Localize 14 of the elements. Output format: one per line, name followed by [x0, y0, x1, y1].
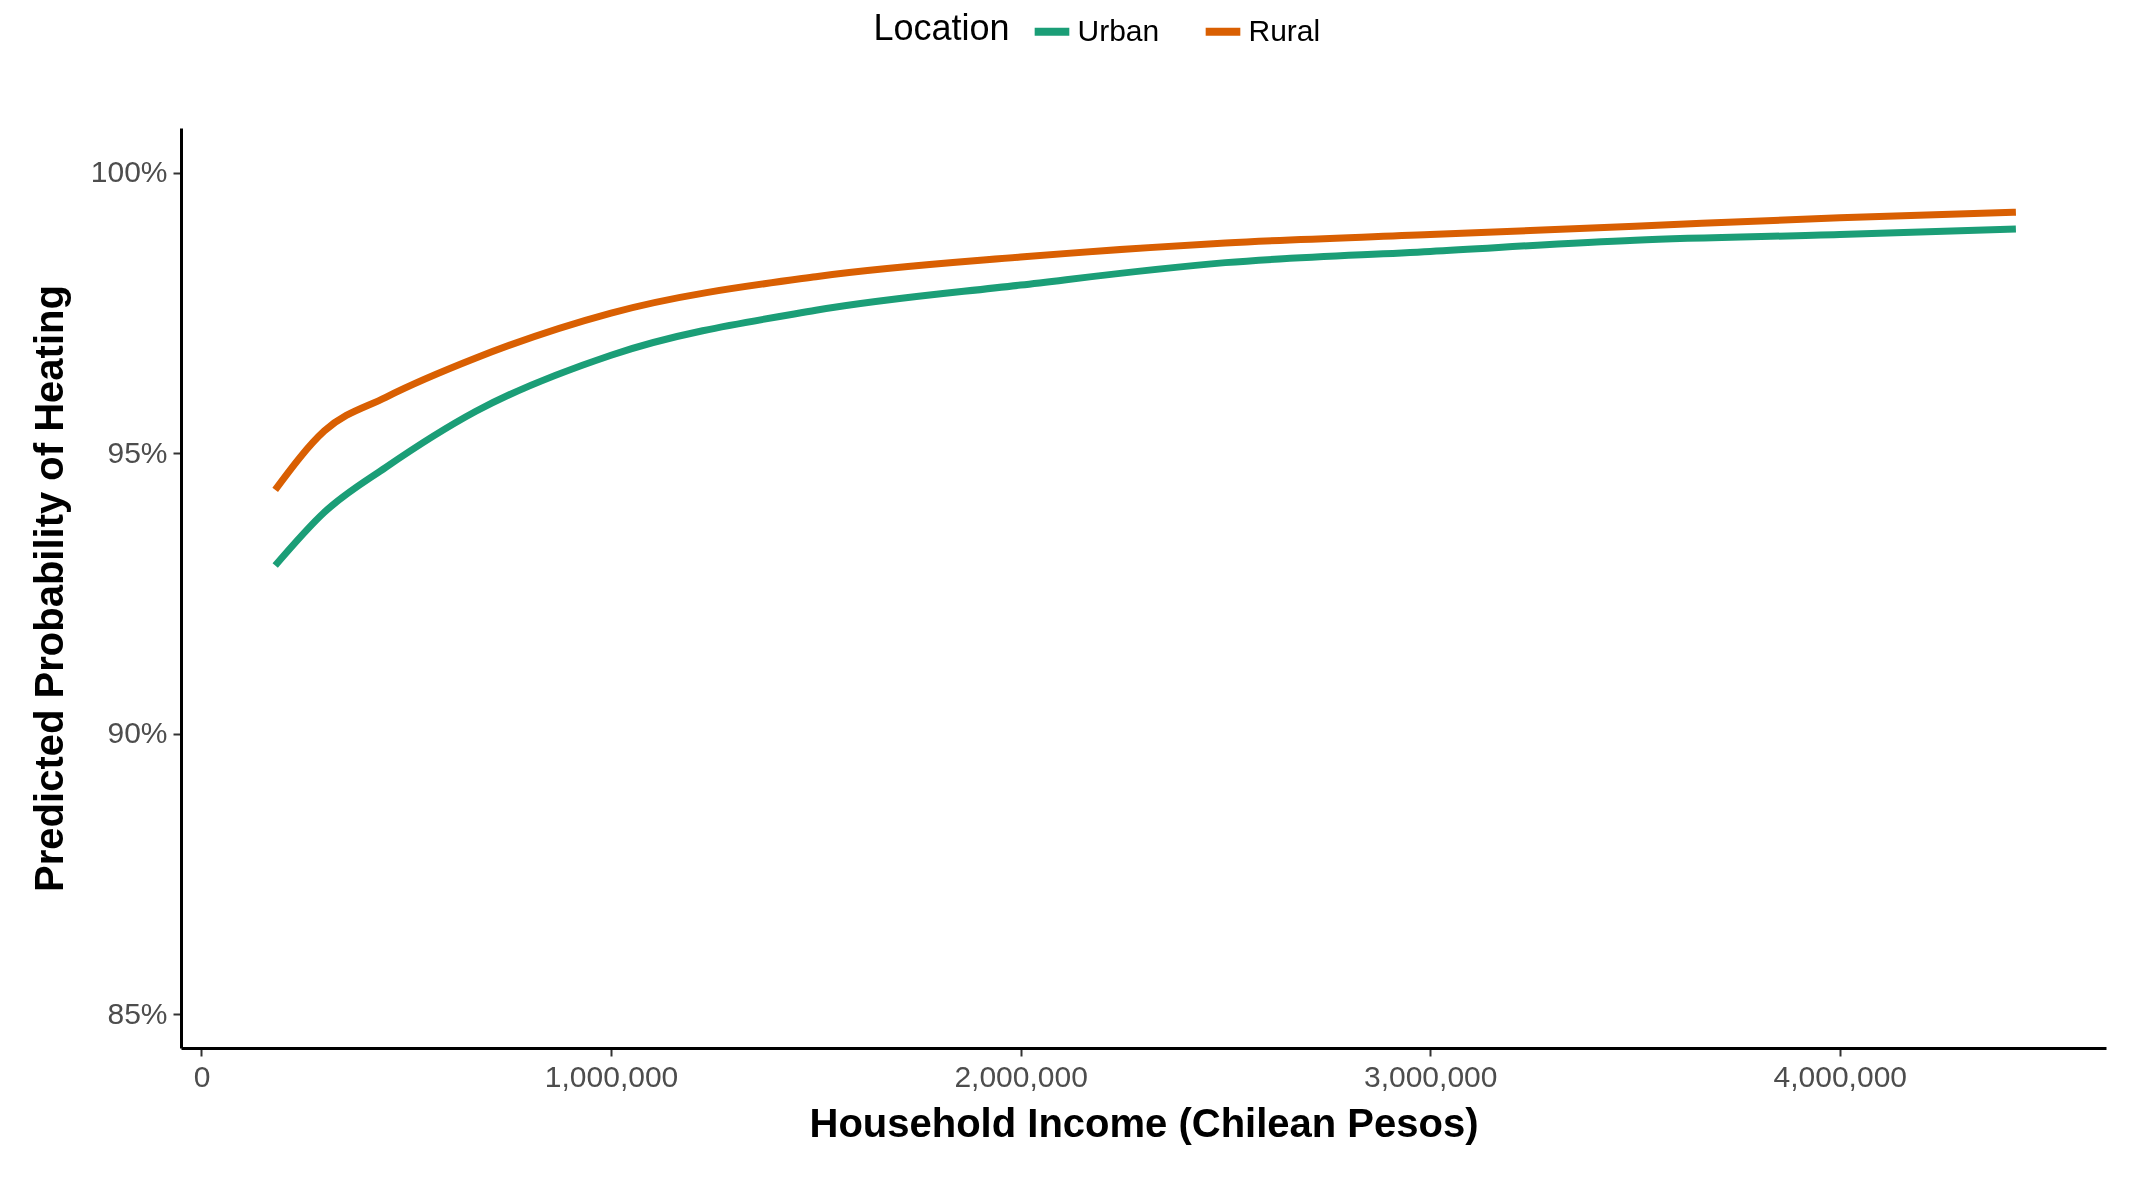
x-tick-label: 2,000,000	[954, 1059, 1088, 1093]
legend-label: Rural	[1248, 13, 1321, 47]
x-tick-label: 4,000,000	[1773, 1059, 1908, 1093]
y-axis-title: Predicted Probability of Heating	[26, 285, 71, 892]
x-tick-label: 0	[193, 1059, 211, 1093]
legend-label: Urban	[1077, 13, 1160, 47]
x-axis-title: Household Income (Chilean Pesos)	[809, 1100, 1479, 1145]
legend-title: Location	[873, 7, 1010, 48]
y-tick-label: 85%	[107, 996, 168, 1030]
y-tick-label: 95%	[107, 435, 168, 469]
y-tick-label: 90%	[107, 716, 168, 750]
x-tick-label: 1,000,000	[544, 1059, 679, 1093]
y-tick-label: 100%	[90, 155, 168, 189]
x-tick-label: 3,000,000	[1363, 1059, 1498, 1093]
